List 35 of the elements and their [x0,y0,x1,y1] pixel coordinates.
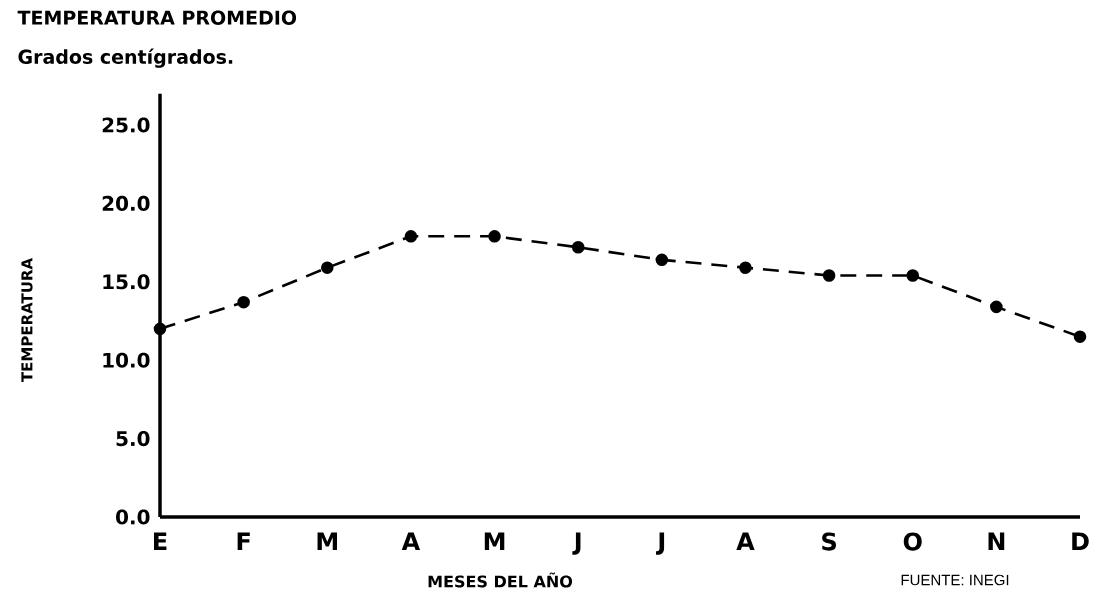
x-axis-title: MESES DEL AÑO [428,572,573,588]
x-tick-label: O [903,532,922,551]
x-tick-label: F [237,532,250,550]
x-tick-label: D [1072,532,1089,550]
point [321,261,334,274]
x-tick-label: M [317,532,338,550]
y-tick-label: 10.0 [103,352,150,368]
x-tick-label: A [401,532,421,550]
y-tick-label: 20.0 [102,195,150,211]
point [906,269,920,282]
x-tick-label: J [656,532,665,555]
point [822,269,836,282]
x-tick-label: M [484,532,505,550]
point [571,241,585,254]
point [153,322,167,336]
y-tick-label: 0.0 [116,509,150,525]
y-axis-title: TEMPERATURA [21,257,33,383]
point [237,295,250,309]
point [1073,330,1087,343]
y-tick-label: 25.0 [102,117,150,133]
y-tick-label: 5.0 [116,431,150,447]
x-tick-label: J [572,532,581,555]
x-tick-label: A [736,532,755,550]
x-tick-label: S [822,532,836,551]
x-tick-label: N [988,532,1005,550]
chart-title: TEMPERATURA PROMEDIO [17,10,297,25]
chart-subtitle: Grados centígrados. [18,48,233,68]
y-tick-label: 15.0 [103,274,150,290]
point [488,230,501,243]
point [990,300,1003,314]
source-note: FUENTE: INEGI [901,574,1009,586]
point [655,253,669,267]
point [739,261,752,274]
x-tick-label: E [154,532,167,550]
point [404,230,418,243]
